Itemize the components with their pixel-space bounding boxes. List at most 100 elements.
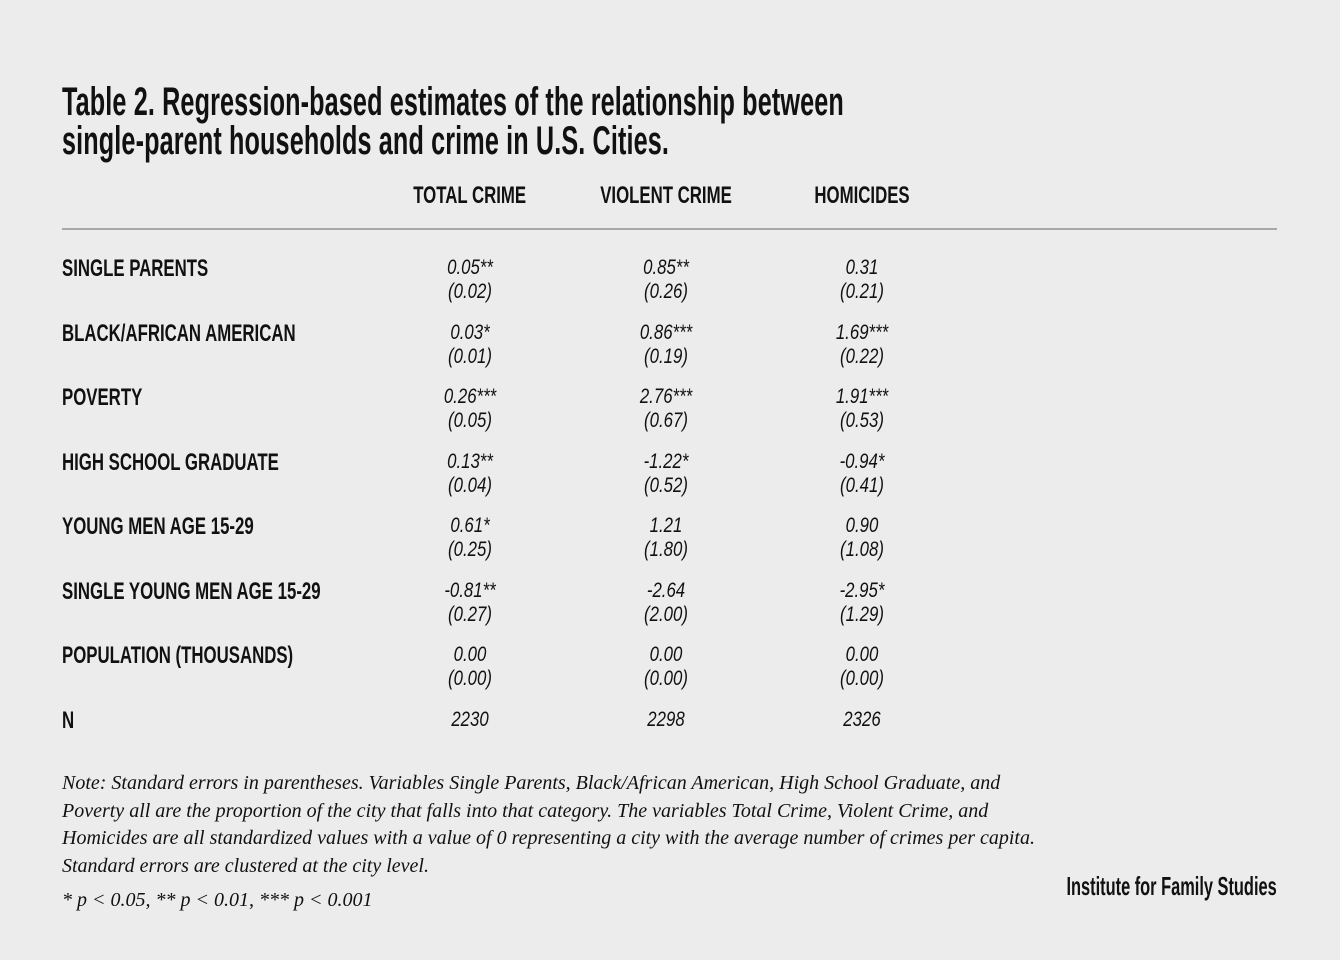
standard-error: (0.19) xyxy=(644,344,688,368)
table-row: POVERTY 0.26*** (0.05) 2.76*** (0.67) 1.… xyxy=(62,385,960,433)
row-label: POVERTY xyxy=(62,385,372,433)
estimate-cell: 0.03* (0.01) xyxy=(372,321,568,369)
row-label-text: POPULATION (THOUSANDS) xyxy=(62,642,294,669)
standard-error: (0.25) xyxy=(448,538,492,561)
table-title-line-1: Table 2. Regression-based estimates of t… xyxy=(62,79,844,124)
header-spacer xyxy=(62,183,372,209)
estimate-value: 2298 xyxy=(647,707,685,731)
estimate-cell: 0.31 (0.21) xyxy=(764,256,960,304)
table-row: BLACK/AFRICAN AMERICAN 0.03* (0.01) 0.86… xyxy=(62,321,960,369)
row-label-text: SINGLE PARENTS xyxy=(62,255,209,282)
standard-error: (2.00) xyxy=(644,602,688,626)
estimate-value: 0.31 xyxy=(845,256,879,279)
estimate-value: -0.81** xyxy=(444,578,496,602)
table-body: SINGLE PARENTS 0.05** (0.02) 0.85** (0.2… xyxy=(62,256,960,772)
table-row: HIGH SCHOOL GRADUATE 0.13** (0.04) -1.22… xyxy=(62,450,960,498)
row-label: SINGLE PARENTS xyxy=(62,256,372,304)
estimate-value: 0.00 xyxy=(649,643,683,666)
estimate-cell: 0.86*** (0.19) xyxy=(568,321,764,369)
estimate-value: 0.85** xyxy=(643,256,689,279)
estimate-cell: 0.00 (0.00) xyxy=(372,643,568,691)
row-label-text: SINGLE YOUNG MEN AGE 15-29 xyxy=(62,577,321,605)
standard-error: (0.26) xyxy=(644,280,688,303)
estimate-value: 0.03* xyxy=(450,320,490,344)
estimate-value: 0.13** xyxy=(447,449,493,473)
estimate-cell: 2326 xyxy=(764,708,960,756)
row-label-text: BLACK/AFRICAN AMERICAN xyxy=(62,319,296,347)
estimate-value: 0.26*** xyxy=(443,385,497,408)
standard-error: (0.05) xyxy=(448,409,492,432)
table-title: Table 2. Regression-based estimates of t… xyxy=(62,79,1303,163)
estimate-cell: 2230 xyxy=(372,708,568,756)
estimate-value: 1.69*** xyxy=(835,320,889,344)
standard-error: (1.80) xyxy=(644,538,688,561)
estimate-cell: 0.85** (0.26) xyxy=(568,256,764,304)
table-row: SINGLE YOUNG MEN AGE 15-29 -0.81** (0.27… xyxy=(62,579,960,627)
column-header-homicides: HOMICIDES xyxy=(814,182,910,209)
table-row: YOUNG MEN AGE 15-29 0.61* (0.25) 1.21 (1… xyxy=(62,514,960,562)
header-divider-line xyxy=(62,228,1277,230)
standard-error: (0.67) xyxy=(644,409,688,432)
table-header-row: TOTAL CRIME VIOLENT CRIME HOMICIDES xyxy=(62,183,960,209)
standard-error: (0.02) xyxy=(448,280,492,303)
source-attribution: Institute for Family Studies xyxy=(1066,871,1277,901)
standard-error: (1.29) xyxy=(840,602,884,626)
standard-error: (0.00) xyxy=(448,667,492,690)
row-label: YOUNG MEN AGE 15-29 xyxy=(62,514,372,562)
estimate-cell: 0.61* (0.25) xyxy=(372,514,568,562)
estimate-value: 0.00 xyxy=(453,643,487,666)
estimate-cell: 1.21 (1.80) xyxy=(568,514,764,562)
column-header-total-crime: TOTAL CRIME xyxy=(413,182,527,209)
standard-error: (0.00) xyxy=(840,667,884,690)
table-title-line-2: single-parent households and crime in U.… xyxy=(62,118,670,163)
standard-error: (0.41) xyxy=(840,473,884,497)
estimate-cell: 0.00 (0.00) xyxy=(568,643,764,691)
standard-error: (0.27) xyxy=(448,602,492,626)
estimate-value: 2230 xyxy=(451,707,489,731)
standard-error: (0.01) xyxy=(448,344,492,368)
estimate-value: 1.91*** xyxy=(835,385,889,408)
estimate-value: 0.86*** xyxy=(639,320,693,344)
row-label: BLACK/AFRICAN AMERICAN xyxy=(62,321,372,369)
significance-legend: * p < 0.05, ** p < 0.01, *** p < 0.001 xyxy=(62,889,373,911)
standard-error: (0.21) xyxy=(840,280,884,303)
standard-error: (0.00) xyxy=(644,667,688,690)
estimate-cell: -0.81** (0.27) xyxy=(372,579,568,627)
standard-error: (1.08) xyxy=(840,538,884,561)
table-row: POPULATION (THOUSANDS) 0.00 (0.00) 0.00 … xyxy=(62,643,960,691)
estimate-cell: 0.05** (0.02) xyxy=(372,256,568,304)
estimate-cell: 1.91*** (0.53) xyxy=(764,385,960,433)
standard-error: (0.52) xyxy=(644,473,688,497)
row-label: SINGLE YOUNG MEN AGE 15-29 xyxy=(62,579,372,627)
estimate-value: -1.22* xyxy=(643,449,689,473)
table-row: SINGLE PARENTS 0.05** (0.02) 0.85** (0.2… xyxy=(62,256,960,304)
estimate-cell: 2298 xyxy=(568,708,764,756)
estimate-value: 0.90 xyxy=(845,514,879,537)
row-label-text: POVERTY xyxy=(62,384,143,411)
estimate-value: 0.00 xyxy=(845,643,879,666)
estimate-value: -2.64 xyxy=(646,578,686,602)
row-label: N xyxy=(62,708,372,756)
estimate-value: -0.94* xyxy=(839,449,885,473)
estimate-cell: -0.94* (0.41) xyxy=(764,450,960,498)
estimate-cell: -2.95* (1.29) xyxy=(764,579,960,627)
estimate-value: 2326 xyxy=(843,707,881,731)
row-label: POPULATION (THOUSANDS) xyxy=(62,643,372,691)
estimate-cell: -2.64 (2.00) xyxy=(568,579,764,627)
estimate-value: 0.61* xyxy=(450,514,490,537)
estimate-cell: 0.90 (1.08) xyxy=(764,514,960,562)
estimate-value: -2.95* xyxy=(839,578,885,602)
standard-error: (0.04) xyxy=(448,473,492,497)
estimate-value: 2.76*** xyxy=(639,385,693,408)
column-header-violent-crime: VIOLENT CRIME xyxy=(600,182,732,209)
estimate-cell: 0.00 (0.00) xyxy=(764,643,960,691)
estimate-cell: 2.76*** (0.67) xyxy=(568,385,764,433)
standard-error: (0.53) xyxy=(840,409,884,432)
estimate-cell: -1.22* (0.52) xyxy=(568,450,764,498)
estimate-cell: 0.26*** (0.05) xyxy=(372,385,568,433)
estimate-value: 1.21 xyxy=(649,514,683,537)
row-label-text: HIGH SCHOOL GRADUATE xyxy=(62,448,279,476)
standard-error: (0.22) xyxy=(840,344,884,368)
estimate-value: 0.05** xyxy=(447,256,493,279)
row-label-text: N xyxy=(62,706,75,734)
